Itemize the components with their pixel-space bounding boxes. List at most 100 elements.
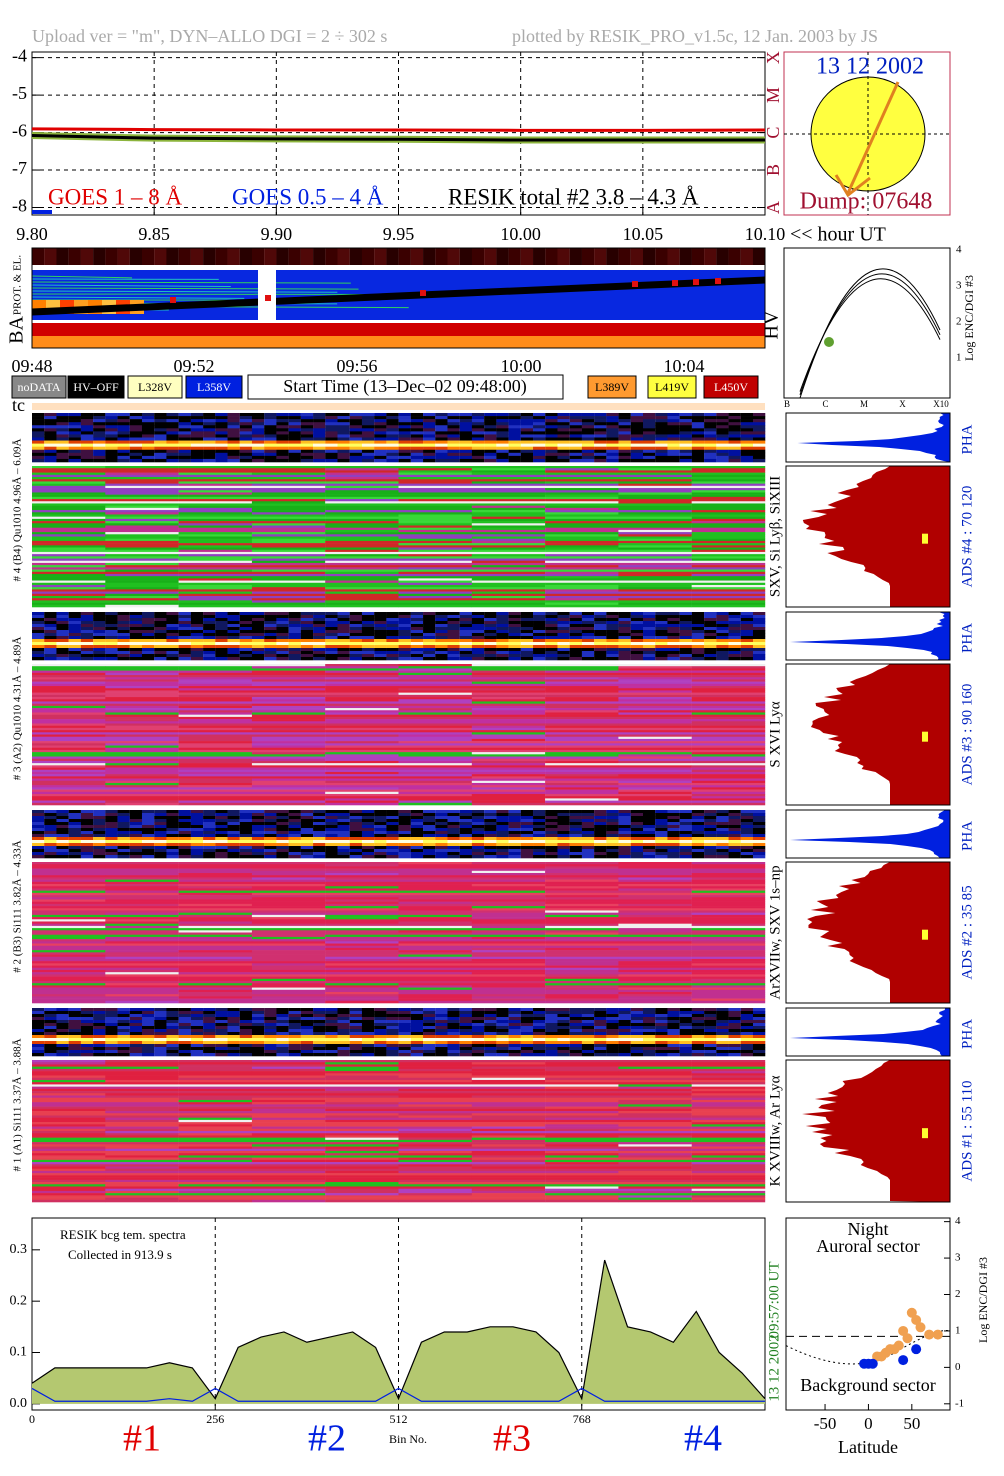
- prot-strip: [105, 248, 118, 265]
- spectrogram-cell: [178, 756, 253, 760]
- pha-cell: [533, 828, 546, 832]
- spectrogram-cell: [545, 884, 619, 887]
- pha-cell: [459, 819, 472, 823]
- pha-cell: [300, 843, 314, 847]
- pha-cell: [56, 651, 69, 655]
- spectrogram-cell: [545, 771, 619, 775]
- spectrogram-cell: [251, 787, 326, 790]
- spectrogram-cell: [105, 694, 179, 698]
- pha-cell: [374, 458, 387, 463]
- spectrogram-cell: [251, 760, 326, 764]
- spectrogram-cell: [471, 738, 546, 742]
- spectrogram-cell: [398, 923, 472, 927]
- pha-cell: [56, 855, 69, 859]
- pha-cell: [679, 455, 692, 460]
- pha-cell: [288, 627, 301, 631]
- pha-cell: [313, 645, 326, 649]
- spectrogram-cell: [471, 919, 546, 922]
- pha-cell: [435, 630, 448, 634]
- pha-cell: [325, 846, 338, 850]
- spectrogram-cell: [251, 947, 326, 951]
- pha-cell: [56, 440, 69, 444]
- pha-cell: [520, 452, 534, 457]
- pha-cell: [471, 849, 485, 853]
- spectrogram-cell: [618, 800, 692, 804]
- pha-cell: [520, 648, 534, 652]
- spectrogram-cell: [178, 899, 253, 902]
- spectrogram-cell: [105, 527, 179, 531]
- pha-cell: [68, 422, 81, 426]
- spectrogram-cell: [32, 771, 106, 775]
- pha-cell: [313, 852, 326, 856]
- pha-cell: [630, 413, 644, 417]
- pha-cell: [361, 840, 375, 844]
- pha-cell: [239, 822, 253, 826]
- pha-cell: [203, 437, 216, 441]
- spectrogram-cell: [32, 521, 106, 524]
- spectrogram-cell: [471, 604, 546, 608]
- pha-cell: [56, 428, 69, 432]
- spectrogram-cell: [691, 998, 766, 1002]
- spectrogram-cell: [618, 708, 692, 711]
- pha-cell: [630, 612, 644, 616]
- pha-cell: [618, 831, 631, 835]
- pha-cell: [630, 645, 644, 649]
- pha-cell: [410, 627, 424, 631]
- spectrogram-cell: [545, 604, 619, 608]
- pha-cell: [484, 657, 497, 661]
- pha-cell: [203, 645, 216, 649]
- pha-cell: [410, 819, 424, 823]
- spectrogram-cell: [178, 710, 253, 713]
- spectrogram-cell: [545, 875, 619, 878]
- pha-cell: [459, 816, 472, 820]
- spectrogram-cell: [325, 565, 399, 568]
- spectrogram-cell: [545, 923, 619, 927]
- prot-strip: [129, 248, 143, 265]
- pha-cell: [545, 633, 558, 637]
- pha-cell: [643, 657, 656, 661]
- spectrogram-cell: [398, 917, 472, 920]
- pha-cell: [190, 837, 204, 841]
- spectrogram-cell: [618, 699, 692, 702]
- pha-cell: [533, 624, 546, 628]
- spectrogram-cell: [398, 998, 472, 1002]
- pha-cell: [716, 419, 729, 423]
- pha-cell: [56, 813, 69, 817]
- pha-cell: [581, 413, 595, 417]
- pha-cell: [93, 837, 106, 841]
- ads-frame: [785, 861, 951, 1004]
- spectrogram-cell: [251, 793, 326, 797]
- spectrogram-cell: [545, 479, 619, 482]
- pha-cell: [154, 633, 167, 637]
- pha-cell: [166, 828, 179, 832]
- spectrogram-cell: [325, 466, 399, 469]
- prot-strip: [655, 248, 668, 265]
- channel-label: # 4 (B4) Qu1010 4.96Å – 6.09Å: [12, 438, 24, 581]
- pha-cell: [361, 636, 375, 640]
- spectrogram-cell: [32, 514, 106, 517]
- pha-cell: [80, 618, 94, 622]
- spectrogram-cell: [545, 963, 619, 966]
- pha-cell: [93, 452, 106, 457]
- ba-dot: [632, 281, 638, 287]
- pha-cell: [594, 645, 607, 649]
- pha-cell: [190, 828, 204, 832]
- pha-cell: [643, 816, 656, 820]
- pha-cell: [496, 627, 509, 631]
- pha-cell: [447, 612, 460, 616]
- pha-cell: [68, 449, 81, 454]
- spectrogram-cell: [32, 481, 106, 484]
- spectrogram-cell: [691, 587, 766, 590]
- spectrogram-cell: [325, 714, 399, 718]
- spectrogram-cell: [545, 866, 619, 869]
- pha-cell: [300, 630, 314, 634]
- spectrogram-cell: [618, 551, 692, 555]
- pha-cell: [398, 443, 411, 447]
- pha-cell: [606, 834, 619, 838]
- pha-cell: [239, 627, 253, 631]
- spectrogram-cell: [325, 778, 399, 782]
- pha-cell: [264, 645, 277, 649]
- pha-cell: [704, 816, 717, 820]
- spectrogram-cell: [32, 798, 106, 801]
- spectrogram-cell: [178, 774, 253, 777]
